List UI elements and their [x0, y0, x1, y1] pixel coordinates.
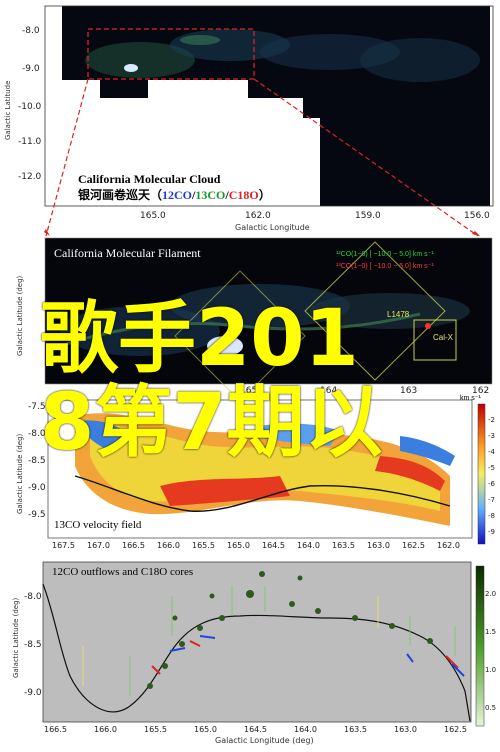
y-axis-label: Galactic Latitude (deg) [12, 597, 20, 678]
x-tick-label: 166.5 [122, 541, 145, 550]
co13-label: 13CO [195, 188, 226, 202]
x-tick-label: 166.0 [94, 725, 117, 734]
y-tick-label: -9.0 [28, 483, 46, 493]
cbar-tick-label: -7 [488, 496, 495, 504]
cloud-subtitle: 银河画卷巡天（12CO/13CO/C18O） [78, 188, 271, 202]
x-tick-label: 165.0 [227, 541, 250, 550]
filament-map-figure [44, 237, 493, 402]
x-tick-label: 163.0 [367, 541, 390, 550]
x-tick-label: 167.5 [52, 541, 75, 550]
subtitle-cn: 银河画卷巡天（ [78, 188, 163, 202]
cbar-tick-label: 0.5 [485, 704, 497, 712]
legend-13co: ¹³CO(1−0) [ −10.0 − 5.0] km s⁻¹ [336, 263, 434, 270]
cbar-tick-label: -8 [488, 512, 495, 520]
velocity-field-figure [47, 399, 486, 545]
x-tick-label: 165 [240, 386, 258, 396]
x-tick-label: 166.0 [157, 541, 180, 550]
y-tick-label: -9.0 [24, 688, 42, 698]
calx-label: Cal-X [433, 333, 454, 342]
cbar-tick-label: -2 [488, 416, 495, 424]
x-tick-label: 162.0 [437, 541, 460, 550]
y-axis-label: Galactic Latitude [4, 80, 12, 140]
panel-outflows-cores: 12CO outflows and C18O cores Galactic La… [0, 556, 500, 747]
cbar-tick-label: 1.5 [485, 628, 497, 636]
y-tick-label: -7.5 [28, 402, 46, 412]
y-tick-label: -8.0 [28, 429, 46, 439]
x-tick-label: 164 [320, 386, 338, 396]
y-tick-label: -12.0 [18, 172, 42, 182]
y-axis-label: Galactic Latitude (deg) [16, 433, 24, 514]
y-tick-label: -9.5 [28, 510, 46, 520]
x-tick-label: 159.0 [355, 211, 381, 221]
x-tick-label: 162.5 [402, 541, 425, 550]
y-axis-label: Galactic Latitude (deg) [16, 275, 24, 356]
x-tick-label: 163.0 [394, 725, 417, 734]
panel-cloud-map: -8.0 -9.0 -10.0 -11.0 -12.0 Galactic Lat… [0, 0, 500, 237]
overlay-text-line1: 歌手201 [40, 294, 359, 384]
x-axis-label: Galactic Longitude (deg) [215, 736, 314, 745]
cloud-title: California Molecular Cloud [78, 172, 221, 186]
cbar-tick-label: -3 [488, 432, 495, 440]
filament-title: California Molecular Filament [54, 246, 201, 260]
subtitle-end: ） [258, 188, 271, 202]
x-tick-label: 165.0 [140, 211, 166, 221]
x-tick-label: 164.0 [294, 725, 317, 734]
x-tick-label: 162.5 [444, 725, 467, 734]
x-tick-label: 163.5 [332, 541, 355, 550]
x-tick-label: 167.0 [87, 541, 110, 550]
colorbar-unit: km s⁻¹ [460, 395, 481, 402]
x-tick-label: 164.5 [244, 725, 267, 734]
outflows-title: 12CO outflows and C18O cores [52, 566, 194, 578]
x-tick-label: 162 [472, 386, 490, 396]
legend-12co: ¹²CO(1−0) [ −10.0 − 5.0] km s⁻¹ [336, 251, 434, 258]
x-tick-label: 164.5 [262, 541, 285, 550]
l1478-label: L1478 [387, 310, 410, 319]
c18o-label: C18O [228, 188, 259, 202]
overlay-text-line2: 8第7期以 [40, 378, 383, 468]
outflows-figure [42, 561, 485, 727]
panel-filament-map: California Molecular Filament ¹²CO(1−0) … [0, 236, 500, 402]
x-tick-label: 156.0 [464, 211, 490, 221]
cbar-tick-label: 2.0 [485, 590, 497, 598]
x-tick-label: 165.5 [192, 541, 215, 550]
x-tick-label: 165.5 [144, 725, 167, 734]
cbar-tick-label: -6 [488, 480, 495, 488]
y-tick-label: -10.0 [18, 102, 42, 112]
x-tick-label: 162.0 [245, 211, 271, 221]
y-tick-label: -8.5 [24, 640, 42, 650]
y-tick-label: -9.0 [22, 64, 40, 74]
panel-velocity-field: 13CO velocity field km s⁻¹ Galactic Lati… [0, 395, 500, 556]
co12-label: 12CO [162, 188, 193, 202]
y-tick-label: -8.0 [22, 26, 40, 36]
x-tick-label: 165.0 [194, 725, 217, 734]
cbar-tick-label: -9 [488, 528, 495, 536]
cbar-tick-label: 1.0 [485, 666, 497, 674]
velocity-title-text: 13CO velocity field [54, 519, 142, 531]
x-tick-label: 166.5 [44, 725, 67, 734]
x-tick-label: 163.5 [344, 725, 367, 734]
cloud-map-figure [44, 5, 494, 237]
cbar-tick-label: -5 [488, 464, 495, 472]
y-tick-label: -11.0 [18, 137, 42, 147]
x-axis-label: Galactic Longitude [235, 223, 310, 232]
cbar-tick-label: -4 [488, 448, 495, 456]
y-tick-label: -8.0 [24, 592, 42, 602]
y-tick-label: -8.5 [28, 456, 46, 466]
velocity-title: 13CO velocity field [54, 519, 141, 531]
x-tick-label: 163 [400, 386, 418, 396]
x-tick-label: 164.0 [297, 541, 320, 550]
